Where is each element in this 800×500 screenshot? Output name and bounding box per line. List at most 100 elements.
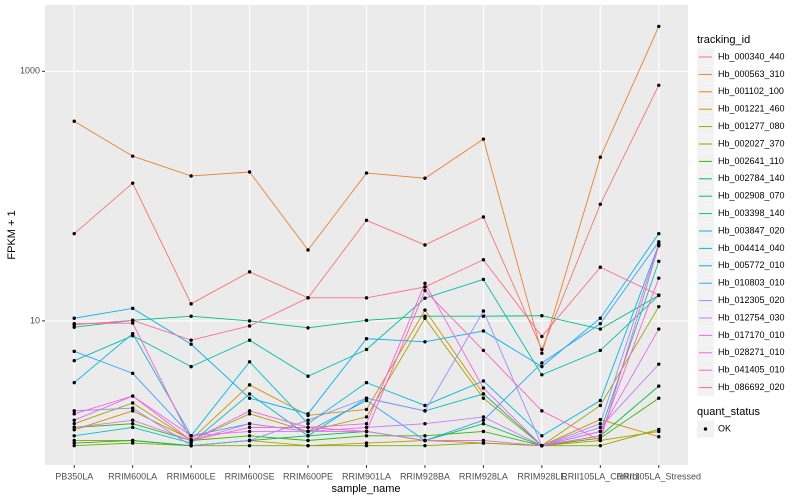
point bbox=[657, 327, 661, 331]
point bbox=[423, 243, 427, 247]
point bbox=[364, 218, 369, 222]
point bbox=[247, 392, 252, 396]
point bbox=[247, 409, 252, 413]
x-tick-label: PB350LA bbox=[55, 471, 93, 481]
marker-legend-label: OK bbox=[718, 423, 731, 433]
point bbox=[247, 324, 252, 328]
legend-label: Hb_028271_010 bbox=[718, 347, 785, 357]
point bbox=[540, 434, 544, 438]
point bbox=[657, 384, 661, 388]
point bbox=[423, 296, 427, 300]
point bbox=[364, 443, 369, 448]
point bbox=[130, 181, 135, 185]
point bbox=[657, 240, 661, 244]
point bbox=[189, 174, 193, 178]
point bbox=[130, 409, 135, 413]
point bbox=[72, 421, 76, 426]
point bbox=[72, 358, 76, 363]
point bbox=[423, 421, 427, 426]
x-tick-label: RRIM600LE bbox=[167, 471, 216, 481]
point bbox=[540, 364, 544, 369]
x-tick-label: RRIM600SE bbox=[225, 471, 275, 481]
point bbox=[481, 396, 486, 400]
point bbox=[481, 386, 486, 390]
point bbox=[481, 415, 486, 419]
point bbox=[189, 302, 193, 306]
point bbox=[306, 443, 310, 448]
point bbox=[481, 392, 486, 396]
marker-legend-title: quant_status bbox=[697, 406, 760, 418]
point bbox=[481, 421, 486, 426]
point bbox=[481, 441, 486, 445]
point bbox=[72, 349, 76, 354]
point bbox=[247, 338, 252, 342]
point bbox=[540, 351, 544, 355]
point bbox=[247, 412, 252, 416]
point bbox=[423, 434, 427, 438]
point bbox=[423, 340, 427, 344]
point bbox=[540, 443, 544, 448]
point bbox=[306, 438, 310, 443]
point bbox=[657, 396, 661, 400]
point bbox=[423, 281, 427, 286]
point bbox=[481, 277, 486, 282]
point bbox=[423, 403, 427, 408]
point bbox=[306, 412, 310, 416]
point bbox=[364, 318, 369, 323]
point bbox=[130, 394, 135, 398]
point bbox=[247, 396, 252, 400]
point bbox=[306, 374, 310, 378]
point bbox=[481, 348, 486, 353]
point bbox=[130, 438, 135, 443]
point bbox=[657, 24, 661, 29]
x-tick-label: RRIM928BA bbox=[400, 471, 450, 481]
point bbox=[657, 362, 661, 366]
legend-label: Hb_001277_080 bbox=[718, 121, 785, 131]
point bbox=[72, 441, 76, 445]
point bbox=[657, 293, 661, 297]
point bbox=[481, 258, 486, 262]
legend-label: Hb_041405_010 bbox=[718, 365, 785, 375]
x-tick-label: RRII105LA_Stressed bbox=[616, 471, 701, 481]
point bbox=[423, 314, 427, 318]
legend-label: Hb_003847_020 bbox=[718, 225, 785, 235]
point bbox=[130, 321, 135, 325]
point bbox=[598, 403, 603, 408]
point bbox=[130, 331, 135, 336]
point bbox=[364, 407, 369, 412]
point bbox=[130, 318, 135, 323]
point bbox=[72, 443, 76, 448]
point bbox=[130, 401, 135, 405]
point bbox=[247, 319, 252, 323]
point bbox=[540, 347, 544, 352]
point bbox=[481, 379, 486, 383]
point bbox=[130, 406, 135, 410]
point bbox=[306, 421, 310, 426]
point bbox=[598, 202, 603, 206]
point bbox=[364, 336, 369, 341]
point bbox=[657, 427, 661, 432]
point bbox=[364, 434, 369, 438]
legend-label: Hb_001102_100 bbox=[718, 86, 784, 96]
y-tick-label: 1000 bbox=[20, 66, 40, 76]
marker-legend-swatch bbox=[703, 427, 708, 431]
point bbox=[364, 396, 369, 400]
point bbox=[364, 296, 369, 300]
point bbox=[130, 418, 135, 422]
point bbox=[364, 441, 369, 445]
point bbox=[657, 231, 661, 236]
point bbox=[598, 327, 603, 331]
point bbox=[72, 409, 76, 413]
x-tick-label: RRIM600LA bbox=[108, 471, 157, 481]
point bbox=[247, 270, 252, 274]
point bbox=[481, 314, 486, 318]
point bbox=[540, 409, 544, 413]
legend-title: tracking_id bbox=[697, 34, 750, 46]
point bbox=[598, 417, 603, 422]
point bbox=[306, 429, 310, 434]
legend-label: Hb_000340_440 bbox=[718, 51, 785, 61]
point bbox=[306, 248, 310, 252]
y-tick-label: 10 bbox=[30, 315, 40, 325]
legend-label: Hb_012305_020 bbox=[718, 295, 785, 305]
point bbox=[540, 314, 544, 318]
